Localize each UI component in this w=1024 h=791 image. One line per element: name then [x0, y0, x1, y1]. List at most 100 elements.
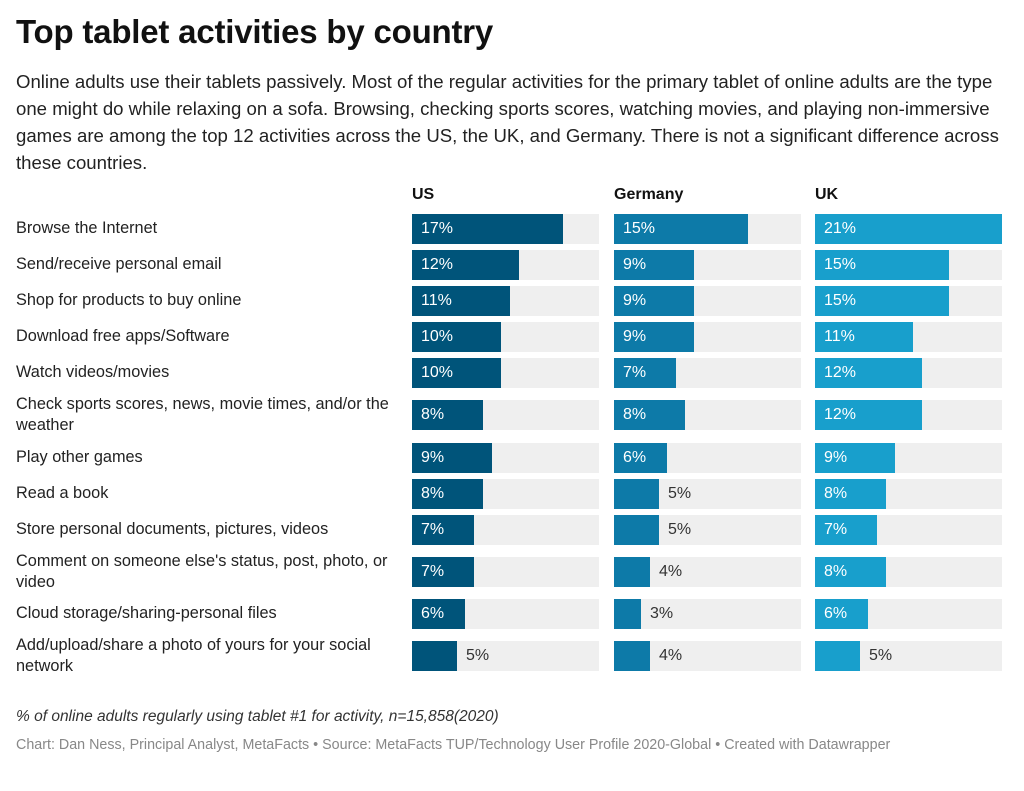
chart-description: Online adults use their tablets passivel… — [16, 71, 999, 173]
bar-germany — [614, 443, 667, 473]
bar-value-label: 15% — [623, 220, 656, 237]
chart-credit: Chart: Dan Ness, Principal Analyst, Meta… — [16, 737, 891, 753]
bar-germany — [614, 358, 676, 388]
bar-value-label: 8% — [421, 406, 445, 423]
bar-us — [412, 358, 501, 388]
bar-value-label: 4% — [659, 647, 683, 664]
bar-value-label: 12% — [421, 256, 454, 273]
row-label: Store personal documents, pictures, vide… — [16, 520, 329, 538]
bar-germany — [614, 250, 694, 280]
bar-germany — [614, 515, 659, 545]
bar-value-label: 11% — [824, 328, 855, 345]
bar-value-label: 4% — [659, 563, 683, 580]
bar-us — [412, 515, 474, 545]
bar-track: 7% — [815, 515, 1002, 545]
bar-value-label: 5% — [869, 647, 893, 664]
bar-value-label: 8% — [623, 406, 647, 423]
bar-track: 6% — [614, 443, 801, 473]
bar-track: 8% — [412, 400, 599, 430]
bar-track: 9% — [815, 443, 1002, 473]
column-header-us: US — [412, 186, 435, 203]
bar-germany — [614, 400, 685, 430]
bar-us — [412, 557, 474, 587]
bar-track: 17% — [412, 214, 599, 244]
bar-track: 4% — [614, 557, 801, 587]
bar-us — [412, 214, 563, 244]
bar-uk — [815, 479, 886, 509]
bar-germany — [614, 479, 659, 509]
bar-track: 10% — [412, 322, 599, 352]
bar-track: 5% — [815, 641, 1002, 671]
bar-track: 21% — [815, 214, 1002, 244]
bar-germany — [614, 557, 650, 587]
bar-track: 3% — [614, 599, 801, 629]
bar-uk — [815, 322, 913, 352]
bar-track: 11% — [412, 286, 599, 316]
bar-value-label: 12% — [824, 364, 857, 381]
bar-germany — [614, 641, 650, 671]
bar-uk — [815, 214, 1002, 244]
bar-track: 7% — [412, 515, 599, 545]
bar-track: 12% — [815, 358, 1002, 388]
bar-track: 6% — [815, 599, 1002, 629]
bar-track: 9% — [614, 250, 801, 280]
bar-track: 11% — [815, 322, 1002, 352]
bar-value-label: 21% — [824, 220, 857, 237]
bar-uk — [815, 443, 895, 473]
bar-value-label: 17% — [421, 220, 454, 237]
bar-value-label: 3% — [650, 605, 674, 622]
bar-value-label: 6% — [824, 605, 848, 622]
bar-track: 9% — [412, 443, 599, 473]
bar-value-label: 7% — [623, 364, 647, 381]
bar-germany — [614, 599, 641, 629]
bar-us — [412, 599, 465, 629]
bar-value-label: 5% — [668, 521, 692, 538]
bar-track: 6% — [412, 599, 599, 629]
bar-value-label: 7% — [824, 521, 848, 538]
row-label: Add/upload/share a photo of yours for yo… — [16, 636, 371, 675]
bar-track: 15% — [815, 250, 1002, 280]
bar-track: 10% — [412, 358, 599, 388]
bar-value-label: 6% — [421, 605, 445, 622]
bar-value-label: 8% — [824, 563, 848, 580]
row-label: Check sports scores, news, movie times, … — [16, 395, 389, 434]
bar-track: 5% — [614, 515, 801, 545]
bar-value-label: 12% — [824, 406, 857, 423]
bar-value-label: 15% — [824, 292, 857, 309]
bar-value-label: 5% — [668, 485, 692, 502]
bar-value-label: 6% — [623, 449, 647, 466]
bar-us — [412, 286, 510, 316]
bar-us — [412, 400, 483, 430]
bar-track: 12% — [412, 250, 599, 280]
bar-germany — [614, 286, 694, 316]
bar-value-label: 9% — [623, 328, 647, 345]
bar-track: 15% — [815, 286, 1002, 316]
bar-value-label: 9% — [824, 449, 848, 466]
row-label: Watch videos/movies — [16, 363, 170, 381]
bar-uk — [815, 286, 949, 316]
bar-track: 7% — [412, 557, 599, 587]
bar-us — [412, 322, 501, 352]
bar-track: 15% — [614, 214, 801, 244]
bar-uk — [815, 599, 868, 629]
row-label: Browse the Internet — [16, 219, 158, 237]
bar-value-label: 10% — [421, 328, 454, 345]
chart-title: Top tablet activities by country — [16, 13, 494, 50]
bar-track: 9% — [614, 322, 801, 352]
bar-value-label: 11% — [421, 292, 452, 309]
row-label: Send/receive personal email — [16, 255, 222, 273]
bar-value-label: 9% — [623, 292, 647, 309]
bar-value-label: 8% — [421, 485, 445, 502]
row-label: Read a book — [16, 484, 109, 502]
bar-uk — [815, 557, 886, 587]
bar-uk — [815, 250, 949, 280]
row-label: Play other games — [16, 448, 143, 466]
bar-track: 8% — [614, 400, 801, 430]
column-header-germany: Germany — [614, 186, 684, 203]
row-label: Shop for products to buy online — [16, 291, 242, 309]
bar-us — [412, 479, 483, 509]
bar-track: 8% — [815, 557, 1002, 587]
bar-track: 7% — [614, 358, 801, 388]
bar-uk — [815, 515, 877, 545]
row-label: Comment on someone else's status, post, … — [16, 552, 388, 591]
